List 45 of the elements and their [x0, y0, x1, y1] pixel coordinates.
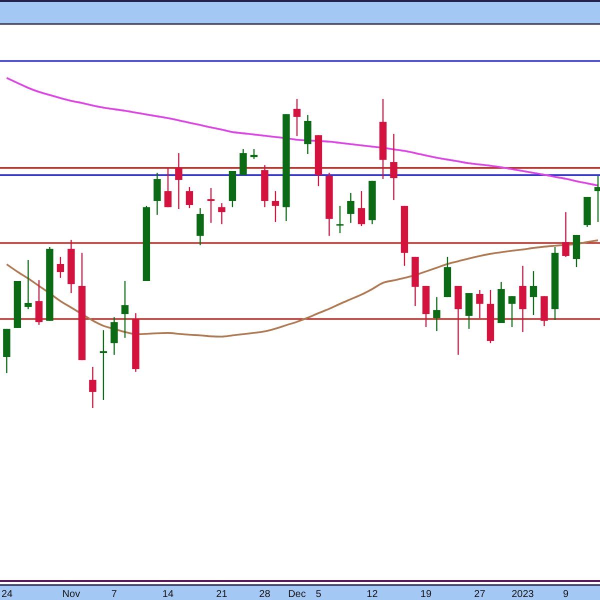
candlestick	[110, 316, 118, 356]
candlestick	[594, 175, 600, 223]
candlestick	[154, 172, 161, 216]
candlestick	[240, 148, 247, 176]
candlestick	[519, 265, 526, 333]
candlestick	[304, 114, 312, 155]
candlestick	[24, 259, 32, 310]
candlestick	[121, 280, 129, 338]
x-tick-label: 24	[1, 589, 13, 600]
x-tick-label: 28	[259, 589, 271, 600]
candlestick	[186, 186, 194, 209]
candlestick	[175, 152, 182, 210]
candlestick	[562, 211, 570, 258]
candlestick	[433, 296, 440, 332]
candlestick	[465, 292, 473, 330]
candlestick	[89, 366, 96, 409]
candlestick	[336, 205, 344, 234]
candlestick	[390, 133, 398, 201]
candlestick	[476, 289, 484, 319]
candlestick	[530, 270, 538, 316]
x-tick-label: 2023	[512, 589, 534, 600]
x-tick-label: Dec	[288, 589, 306, 600]
x-tick-label: 5	[316, 589, 322, 600]
candlestick	[164, 167, 172, 208]
x-tick-label: 7	[111, 589, 118, 600]
x-tick-label: 14	[162, 589, 174, 600]
x-tick-label: 19	[420, 589, 432, 600]
x-tick-label: 27	[474, 589, 486, 600]
candlestick	[196, 207, 204, 246]
candlestick	[218, 202, 226, 225]
candlestick	[272, 190, 280, 223]
candlestick	[35, 279, 43, 326]
x-tick-label: Nov	[62, 589, 80, 600]
x-tick-label: 12	[366, 589, 378, 600]
candlestick	[454, 285, 462, 356]
candlestick	[358, 190, 366, 227]
candlestick	[250, 148, 258, 160]
candlestick	[100, 330, 108, 401]
candlestick	[293, 98, 301, 137]
candlestick	[207, 187, 215, 224]
candlestick	[56, 256, 64, 279]
x-tick-label: 21	[216, 589, 228, 600]
candlestick	[347, 192, 354, 224]
x-tick-label: 9	[562, 589, 569, 600]
candlestick	[508, 296, 516, 328]
